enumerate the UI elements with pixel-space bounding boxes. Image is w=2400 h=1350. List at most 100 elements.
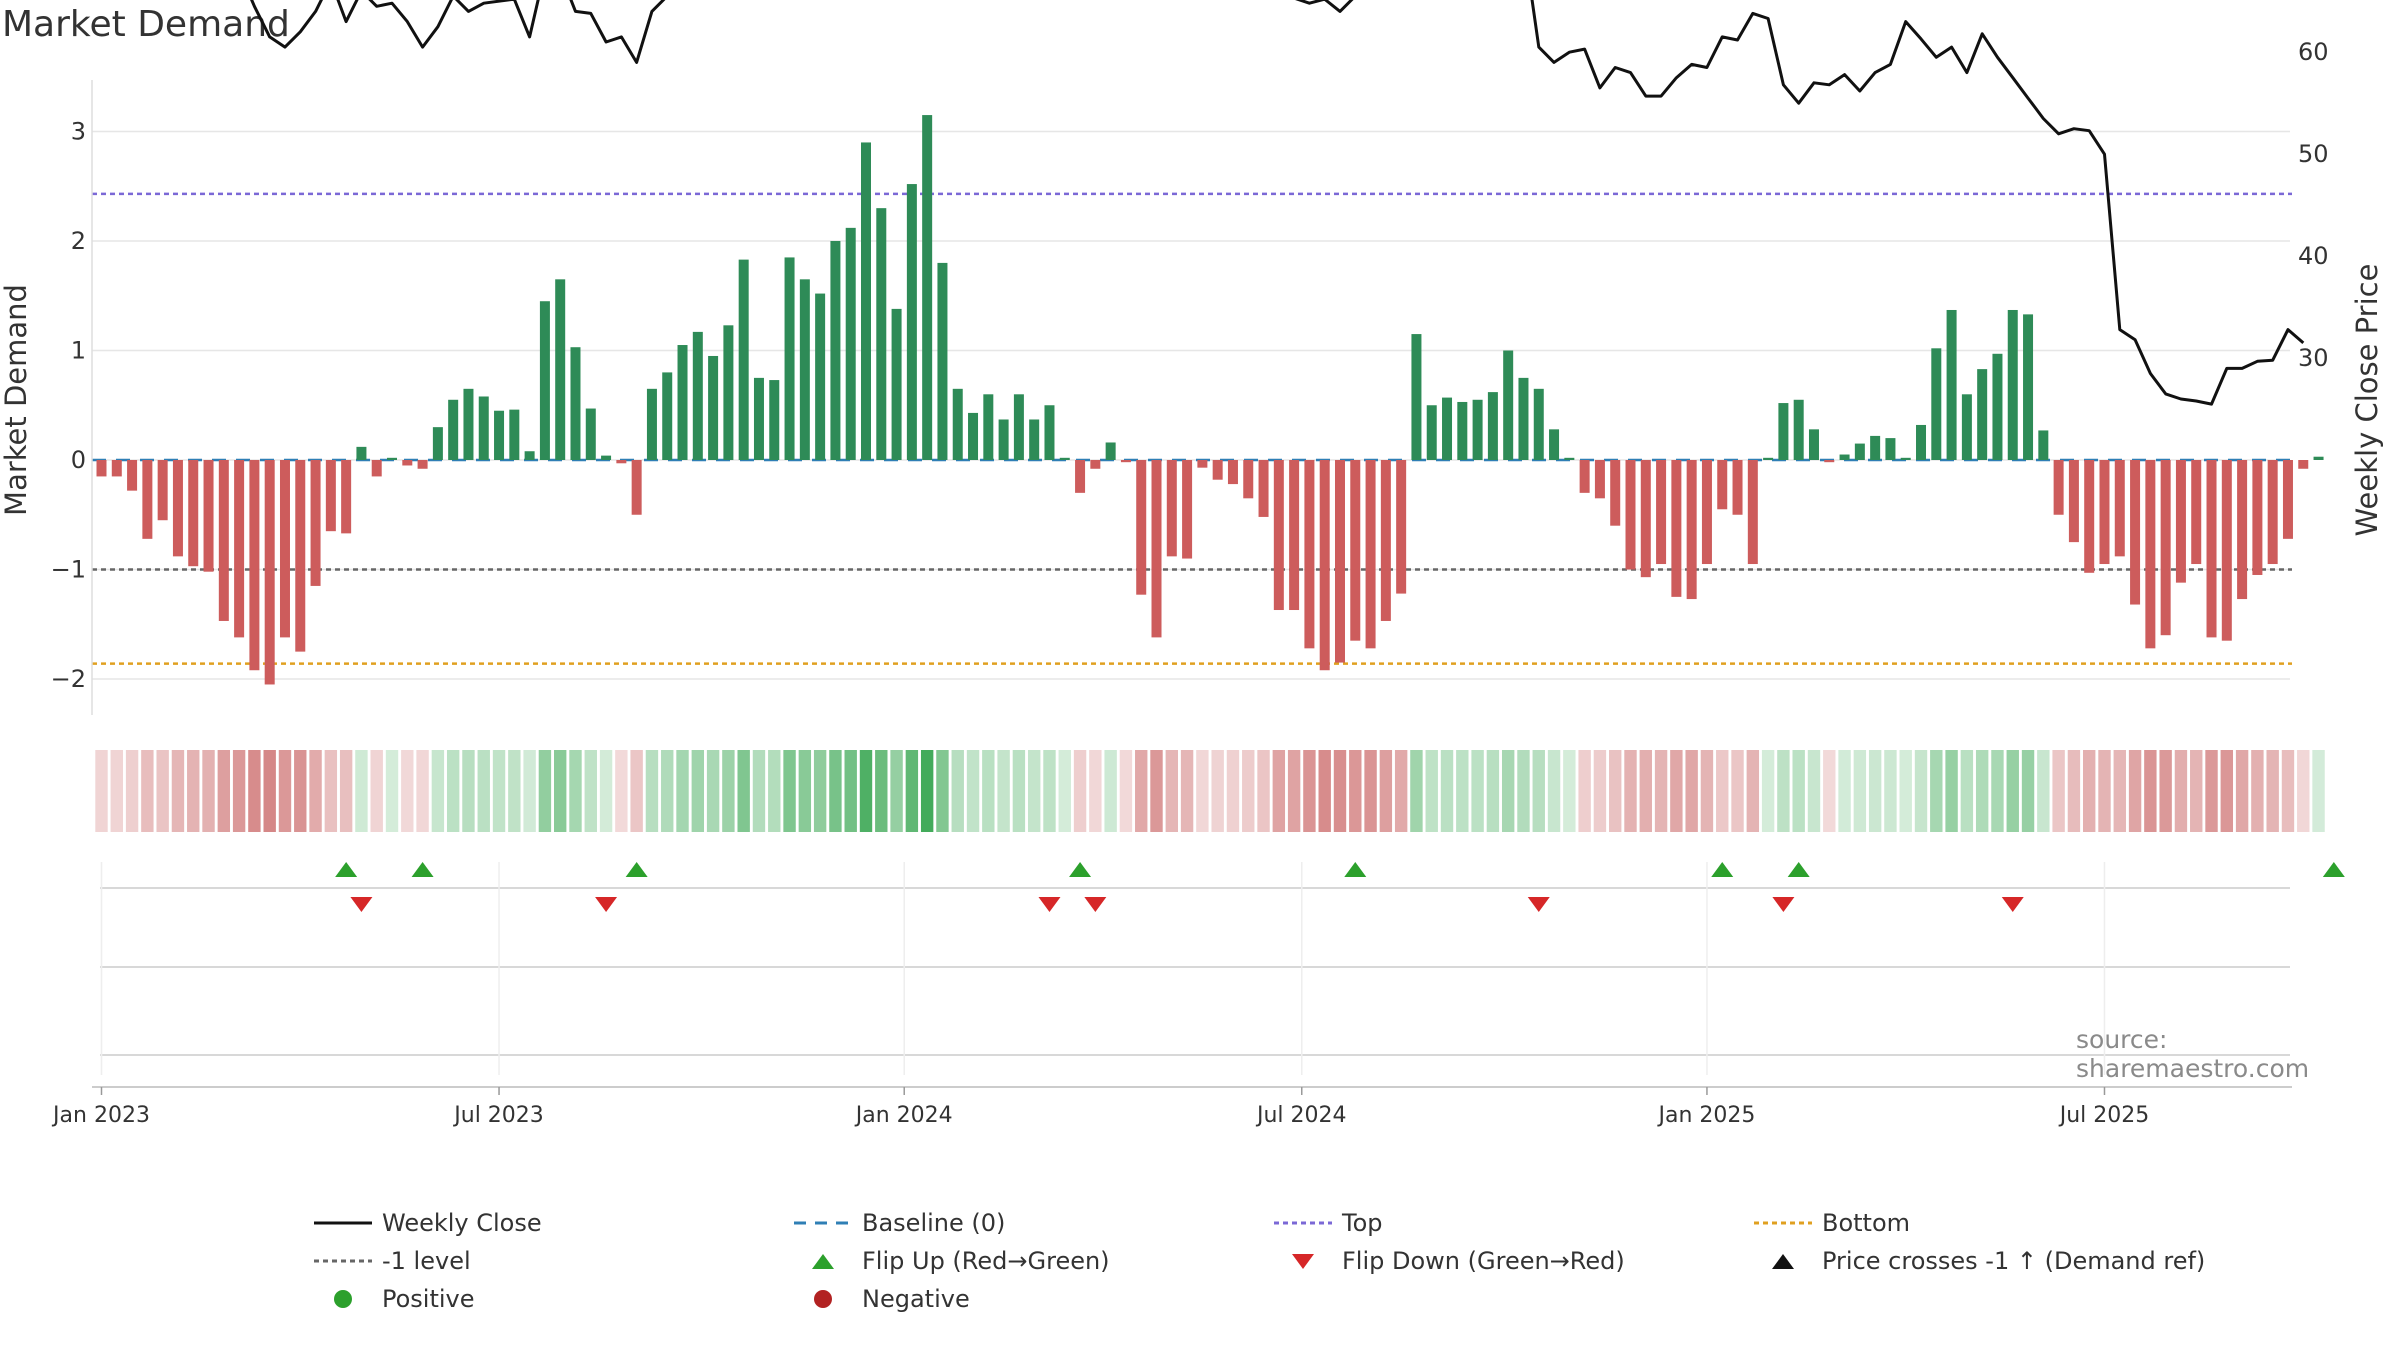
demand-bar: [188, 460, 199, 567]
demand-bar: [203, 460, 214, 572]
heat-tile: [1899, 750, 1912, 832]
demand-bar: [1212, 460, 1223, 480]
line-dotted-purple-icon: [1274, 1221, 1332, 1225]
heat-tile: [232, 750, 246, 832]
demand-bar: [1334, 460, 1345, 663]
y-axis-label: Market Demand: [0, 284, 33, 516]
heat-tile: [859, 750, 873, 832]
legend-marker: [1292, 1254, 1314, 1269]
heat-tile: [523, 750, 536, 832]
heat-tile: [813, 750, 827, 832]
heat-tile: [2083, 750, 2096, 832]
demand-bars: [96, 115, 2324, 685]
demand-bar: [1182, 460, 1193, 559]
heat-tile: [829, 750, 842, 832]
heat-tile: [1624, 750, 1637, 832]
demand-bar: [998, 419, 1009, 460]
heat-tile: [1746, 750, 1760, 832]
demand-bar: [1931, 348, 1942, 460]
demand-bar: [157, 460, 168, 521]
x-tick-label: Jul 2023: [452, 1103, 544, 1128]
heat-tile: [936, 750, 949, 832]
legend-label: Baseline (0): [862, 1209, 1006, 1237]
flip-down-marker: [2001, 897, 2024, 912]
heat-tile: [385, 750, 399, 832]
demand-bar: [2068, 460, 2079, 543]
flip-up-marker: [2322, 862, 2345, 877]
heat-tile: [569, 750, 582, 832]
demand-bar: [356, 446, 367, 460]
heat-tile: [615, 750, 628, 832]
heat-tile: [370, 750, 383, 832]
demand-bar: [1243, 460, 1254, 499]
flip-up-marker: [1344, 862, 1367, 877]
legend-label: Top: [1342, 1209, 1383, 1237]
heat-tile: [95, 750, 108, 832]
demand-bar: [662, 372, 673, 460]
demand-bar: [799, 279, 810, 460]
demand-bar: [1059, 457, 1070, 460]
heat-tile: [1226, 750, 1240, 832]
demand-bar: [1977, 369, 1988, 460]
weekly-close-line: [250, 0, 2305, 406]
heat-tile: [1165, 750, 1178, 832]
heat-tile: [630, 750, 643, 832]
heat-tile: [202, 750, 215, 832]
demand-bar: [922, 115, 933, 460]
line-dashed-blue-icon: [794, 1221, 852, 1225]
heat-tile: [1104, 750, 1117, 832]
demand-bar: [2175, 460, 2186, 583]
demand-bar: [1946, 309, 1957, 460]
demand-bar: [1304, 460, 1315, 649]
demand-bar: [631, 460, 642, 515]
heat-tile: [691, 750, 705, 832]
demand-bar: [2298, 460, 2309, 469]
heat-tile: [920, 750, 934, 832]
heat-tile: [844, 750, 857, 832]
line-solid-black-icon: [314, 1221, 372, 1225]
heat-tile: [1379, 750, 1393, 832]
heat-tile: [1930, 750, 1943, 832]
demand-bar: [1105, 442, 1116, 460]
demand-bar: [325, 460, 336, 532]
heat-tile: [1654, 750, 1668, 832]
heat-strip: [95, 750, 2325, 832]
heat-tile: [1150, 750, 1163, 832]
heat-tile: [1119, 750, 1133, 832]
market-demand-chart: −2−10123304050607080Market DemandWeekly …: [0, 0, 2384, 1128]
heat-tile: [1180, 750, 1194, 832]
demand-bar: [1273, 460, 1284, 611]
legend-label: Price crosses -1 ↑ (Demand ref): [1822, 1247, 2206, 1275]
legend-item-negative: Negative: [790, 1281, 970, 1317]
legend-item-bottom: Bottom: [1750, 1205, 1910, 1241]
heat-tile: [1670, 750, 1683, 832]
heat-tile: [951, 750, 964, 832]
demand-bar: [1518, 377, 1529, 460]
heat-tile: [355, 750, 368, 832]
demand-bar: [1701, 460, 1712, 565]
heat-tile: [401, 750, 414, 832]
demand-bar: [1854, 443, 1865, 460]
demand-bar: [539, 301, 550, 460]
demand-bar: [677, 345, 688, 460]
demand-bar: [249, 460, 260, 671]
heat-tile: [187, 750, 200, 832]
heat-tile: [508, 750, 521, 832]
demand-bar: [1793, 399, 1804, 460]
demand-bar: [1870, 435, 1881, 460]
flip-up-marker: [1787, 862, 1810, 877]
demand-bar: [1610, 460, 1621, 526]
x-tick-label: Jan 2024: [854, 1103, 953, 1128]
heat-tile: [538, 750, 552, 832]
heat-tile: [661, 750, 674, 832]
demand-bar: [2267, 460, 2278, 565]
demand-bar: [1640, 460, 1651, 578]
heat-tile: [599, 750, 613, 832]
demand-bar: [142, 460, 153, 539]
demand-bar: [1763, 457, 1774, 460]
demand-bar: [2313, 456, 2324, 460]
flip-up-marker: [1711, 862, 1734, 877]
legend-label: Negative: [862, 1285, 970, 1313]
heat-tile: [1196, 750, 1209, 832]
heat-tile: [1884, 750, 1897, 832]
